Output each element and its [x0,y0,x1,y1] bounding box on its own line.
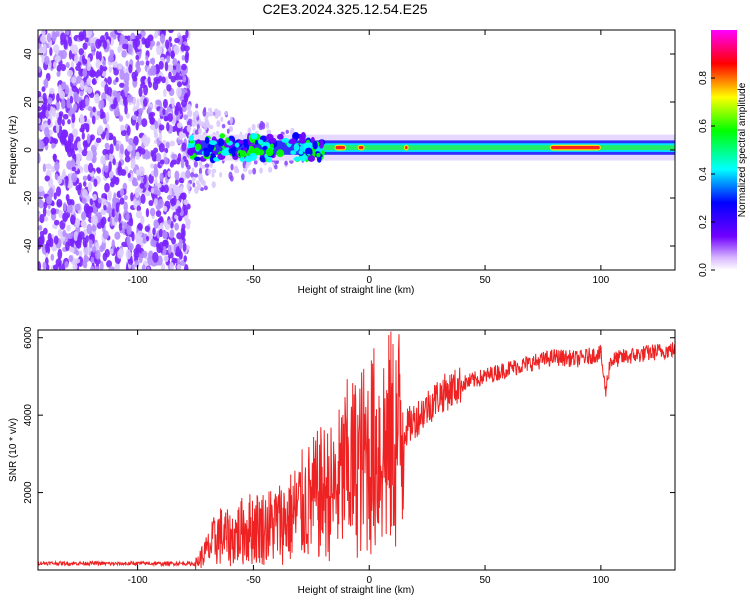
snr-panel: -100 -50 0 50 100 2000 4000 6000 Height of str… [8,326,676,596]
x-tick-label: 0 [366,275,372,286]
y-tick-label: -40 [23,238,34,253]
x-tick-label: -50 [246,575,261,586]
spectrogram-y-label: Frequency (Hz) [8,116,19,185]
x-tick-label: -50 [246,275,261,286]
spectrogram-x-ticks: -100 -50 0 50 100 [128,30,610,286]
colorbar-tick-label: 0.0 [698,263,709,277]
colorbar-tick-label: 0.2 [698,215,709,229]
spectrogram-panel: -100 -50 0 50 100 -40 -20 0 20 40 Height of stra… [8,29,676,296]
snr-x-ticks: -100 -50 0 50 100 [128,330,610,586]
snr-y-ticks: 2000 4000 6000 [23,326,675,504]
y-tick-label: 2000 [23,481,34,504]
y-tick-label: 20 [23,96,34,108]
colorbar-ticks: 0.0 0.2 0.4 0.6 0.8 [698,71,715,277]
colorbar-tick-label: 0.6 [698,119,709,133]
colorbar-label: Normalized spectral amplitude [737,82,748,217]
spectrogram-x-label: Height of straight line (km) [298,285,415,296]
x-tick-label: 100 [593,575,610,586]
y-tick-label: 0 [23,147,34,153]
spectrogram-y-ticks: -40 -20 0 20 40 [23,48,675,253]
colorbar: 0.0 0.2 0.4 0.6 0.8 Normalized spectral ampl… [698,30,748,277]
snr-series-line [38,331,675,570]
spectrogram-image [38,30,675,270]
snr-x-label: Height of straight line (km) [298,585,415,596]
colorbar-tick-label: 0.4 [698,167,709,181]
x-tick-label: 0 [366,575,372,586]
figure-title: C2E3.2024.325.12.54.E25 [262,1,427,17]
snr-y-label: SNR (10 * v/v) [8,418,19,482]
x-tick-label: -100 [128,275,148,286]
x-tick-label: 50 [479,275,491,286]
x-tick-label: 100 [593,275,610,286]
colorbar-tick-label: 0.8 [698,71,709,85]
y-tick-label: 40 [23,48,34,60]
y-tick-label: 6000 [23,326,34,349]
x-tick-label: -100 [128,575,148,586]
colorbar-gradient [711,30,737,270]
y-tick-label: 4000 [23,404,34,427]
y-tick-label: -20 [23,190,34,205]
x-tick-label: 50 [479,575,491,586]
snr-frame [37,329,676,571]
